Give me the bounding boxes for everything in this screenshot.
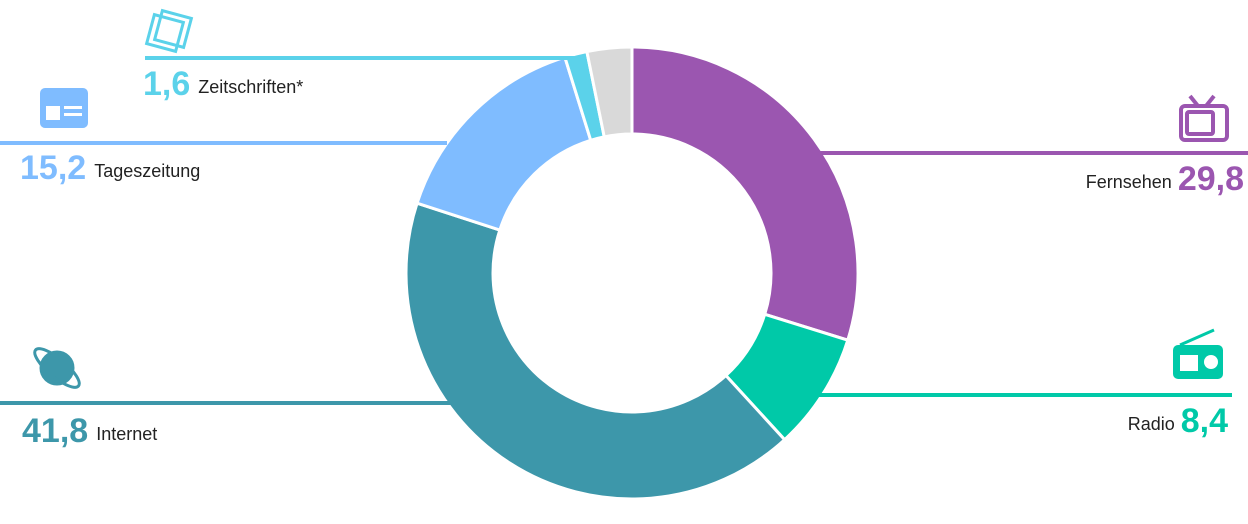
radio-icon: [1173, 328, 1223, 379]
news-icon: [40, 88, 88, 128]
category-label: Radio: [1128, 414, 1175, 434]
value-label: 8,4: [1181, 402, 1228, 440]
donut-segment: [630, 45, 860, 343]
donut-segment: [585, 45, 634, 139]
category-label: Internet: [96, 424, 157, 444]
value-label: 29,8: [1178, 160, 1244, 198]
globe-icon: [33, 347, 81, 389]
magazine-icon: [144, 8, 194, 54]
category-label: Tageszeitung: [94, 161, 200, 181]
value-label: 41,8: [22, 412, 88, 450]
category-label: Zeitschriften*: [198, 77, 303, 97]
donut-segment: [404, 201, 787, 501]
value-label: 15,2: [20, 149, 86, 187]
category-label: Fernsehen: [1086, 172, 1172, 192]
value-label: 1,6: [143, 65, 190, 103]
tv-icon: [1179, 94, 1229, 142]
